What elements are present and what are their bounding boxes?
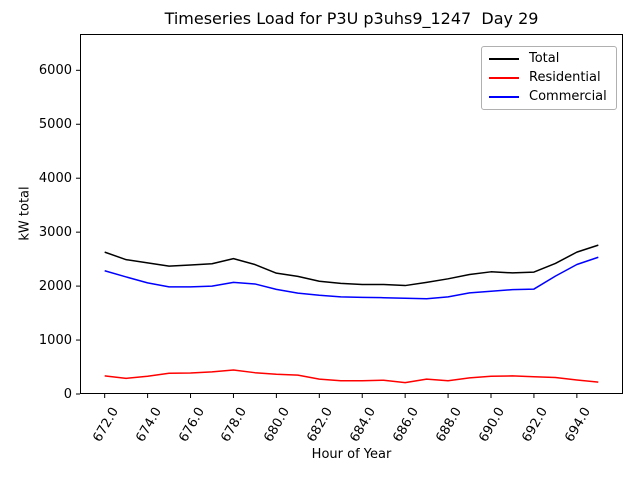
legend-line-sample-icon	[489, 95, 519, 98]
series-line-residential	[104, 369, 599, 384]
y-tick-label: 3000	[38, 224, 72, 240]
y-tick-label: 2000	[38, 278, 72, 294]
x-axis-label: Hour of Year	[311, 447, 392, 462]
y-tick-label: 0	[63, 386, 72, 402]
series-line-total	[104, 244, 599, 287]
legend-entry-residential: Residential	[489, 70, 609, 86]
y-tick-label: 5000	[38, 116, 72, 132]
legend-label: Total	[529, 51, 560, 67]
legend-entry-total: Total	[489, 51, 609, 67]
y-tick-label: 1000	[38, 332, 72, 348]
axes-spines	[80, 34, 623, 394]
series-line-commercial	[104, 256, 599, 300]
legend-label: Commercial	[529, 88, 607, 104]
chart-title: Timeseries Load for P3U p3uhs9_1247 Day …	[164, 9, 539, 28]
legend: Total Residential Commercial	[481, 46, 617, 110]
y-tick-label: 4000	[38, 170, 72, 186]
y-tick-label: 6000	[38, 62, 72, 78]
legend-line-sample-icon	[489, 76, 519, 79]
legend-line-sample-icon	[489, 58, 519, 61]
legend-label: Residential	[529, 69, 601, 85]
legend-entry-commercial: Commercial	[489, 89, 609, 105]
